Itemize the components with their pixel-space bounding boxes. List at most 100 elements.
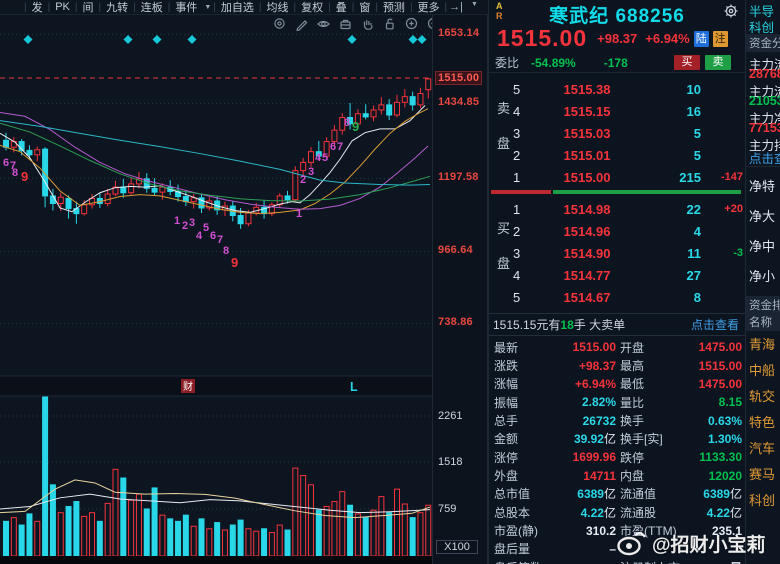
sector-tag-半导[interactable]: 半导 — [749, 5, 775, 19]
sell-button[interactable]: 卖 — [705, 55, 731, 70]
sector-item-轨交[interactable]: 轨交 — [749, 389, 776, 404]
volume-bar — [237, 519, 244, 557]
candle-up[interactable] — [112, 186, 119, 195]
candle-up[interactable] — [57, 196, 64, 205]
candle-up[interactable] — [89, 197, 96, 206]
panel-settings-gear-icon[interactable] — [723, 3, 739, 19]
toolbar-item-九转[interactable]: 九转 — [106, 2, 129, 14]
candle-down[interactable] — [315, 151, 322, 157]
candle-up[interactable] — [300, 161, 307, 172]
sector-item-汽车[interactable]: 汽车 — [749, 441, 776, 456]
candle-down[interactable] — [65, 197, 72, 210]
candle-up[interactable] — [394, 101, 400, 116]
candle-up[interactable] — [425, 78, 432, 91]
toolbar-item-更多[interactable]: 更多 — [417, 2, 440, 14]
eye-icon[interactable] — [316, 16, 331, 31]
candle-down[interactable] — [151, 187, 158, 193]
toolbar-item-复权[interactable]: 复权 — [301, 2, 324, 14]
candle-down[interactable] — [26, 149, 33, 156]
toolbar-item-预测[interactable]: 预测 — [382, 2, 405, 14]
candle-up[interactable] — [245, 212, 252, 225]
candle-up[interactable] — [401, 96, 408, 103]
candle-up[interactable] — [307, 151, 314, 163]
badge-zhu[interactable]: 注 — [712, 30, 728, 47]
candle-up[interactable] — [370, 109, 377, 118]
candle-up[interactable] — [128, 183, 135, 194]
bid-level-4[interactable]: 4 1514.77 27 — [513, 264, 743, 286]
toolbar-more-caret[interactable]: ▼ — [471, 1, 478, 8]
sector-item-赛马[interactable]: 赛马 — [749, 467, 776, 482]
candle-down[interactable] — [409, 96, 416, 106]
candle-up[interactable] — [417, 92, 424, 106]
candle-down[interactable] — [284, 195, 291, 201]
event-badge[interactable] — [181, 379, 195, 393]
sector-item-青海[interactable]: 青海 — [749, 337, 776, 352]
pen-icon[interactable] — [294, 16, 309, 32]
toolbar-item-连板[interactable]: 连板 — [140, 2, 163, 14]
volume-bar — [143, 508, 150, 557]
ask-level-4[interactable]: 4 1515.15 16 — [513, 100, 743, 122]
sector-item-中船[interactable]: 中船 — [749, 363, 776, 378]
stat-label: 盘后笔数 — [494, 559, 544, 564]
candle-up[interactable] — [331, 129, 338, 143]
candle-down[interactable] — [42, 148, 49, 197]
flow-value: 77153 — [749, 121, 780, 135]
candle-down[interactable] — [198, 197, 205, 209]
sector-tag-科创[interactable]: 科创 — [749, 21, 775, 35]
toolbar-item-间[interactable]: 间 — [82, 2, 94, 14]
sector-item-科创[interactable]: 科创 — [749, 493, 776, 508]
candle-down[interactable] — [120, 186, 127, 194]
weibi-diff: -178 — [603, 55, 628, 70]
candle-down[interactable] — [362, 113, 369, 118]
candle-down[interactable] — [386, 104, 393, 116]
bid-level-3[interactable]: 3 1514.90 11 -3 — [513, 242, 743, 264]
candle-down[interactable] — [347, 117, 354, 125]
zoom-in-icon[interactable] — [404, 16, 419, 31]
candle-up[interactable] — [159, 186, 166, 193]
ask-level-3[interactable]: 3 1515.03 5 — [513, 122, 743, 144]
settings-icon[interactable] — [272, 16, 287, 31]
ratio-red — [491, 190, 551, 194]
toolbar-item-PK[interactable]: PK — [55, 1, 70, 13]
ask-level-1[interactable]: 1 1515.00 215 -147 — [513, 166, 743, 188]
sector-item-特色[interactable]: 特色 — [749, 415, 776, 430]
ask-level-5[interactable]: 5 1515.38 10 — [513, 78, 743, 100]
stat-value: +6.94% — [574, 376, 616, 391]
buy-button[interactable]: 买 — [674, 55, 700, 70]
toolbar-jump-icon[interactable]: →| — [449, 1, 464, 13]
unlock-icon[interactable] — [382, 16, 397, 31]
toolbar-dropdown-caret[interactable]: ▼ — [204, 3, 212, 11]
toolbar-item-加自选[interactable]: 加自选 — [220, 2, 254, 14]
stat-row: 市盈(静) 310.2 市盈(TTM) 235.1 — [489, 521, 745, 539]
toolbar-item-事件[interactable]: 事件 — [175, 2, 198, 14]
candle-up[interactable] — [378, 104, 385, 111]
candle-up[interactable] — [81, 204, 88, 215]
alert-view-link[interactable]: 点击查看 — [690, 318, 739, 332]
candle-up[interactable] — [354, 113, 361, 125]
ask-level-2[interactable]: 2 1515.01 5 — [513, 144, 743, 166]
flow-value[interactable]: 点击查 — [749, 152, 780, 166]
toolbox-icon[interactable] — [338, 16, 353, 31]
candle-up[interactable] — [268, 204, 275, 215]
candle-up[interactable] — [323, 141, 330, 157]
candle-down[interactable] — [237, 215, 244, 225]
candle-up[interactable] — [34, 149, 41, 156]
badge-lu[interactable]: 陆 — [693, 30, 709, 47]
bid-level-2[interactable]: 2 1514.96 4 — [513, 220, 743, 242]
bid-level-1[interactable]: 1 1514.98 22 +20 — [513, 198, 743, 220]
right-side-panel: 半导科创资金分主力流28768主力流21053主力净77153主力排点击查净特净… — [745, 0, 780, 564]
volume-bar — [378, 496, 385, 557]
candle-up[interactable] — [292, 170, 299, 201]
toolbar-item-窗[interactable]: 窗 — [359, 2, 371, 14]
hand-icon[interactable] — [360, 16, 375, 31]
level-num: 3 — [513, 245, 521, 261]
toolbar-item-发[interactable]: 发 — [31, 2, 43, 14]
bid-level-5[interactable]: 5 1514.67 8 — [513, 286, 743, 308]
stat-label: 盘后量 — [494, 542, 531, 557]
candle-up[interactable] — [206, 200, 213, 209]
toolbar-item-叠[interactable]: 叠 — [335, 2, 347, 14]
toolbar-item-均线[interactable]: 均线 — [266, 2, 289, 14]
candle-up[interactable] — [339, 117, 346, 131]
